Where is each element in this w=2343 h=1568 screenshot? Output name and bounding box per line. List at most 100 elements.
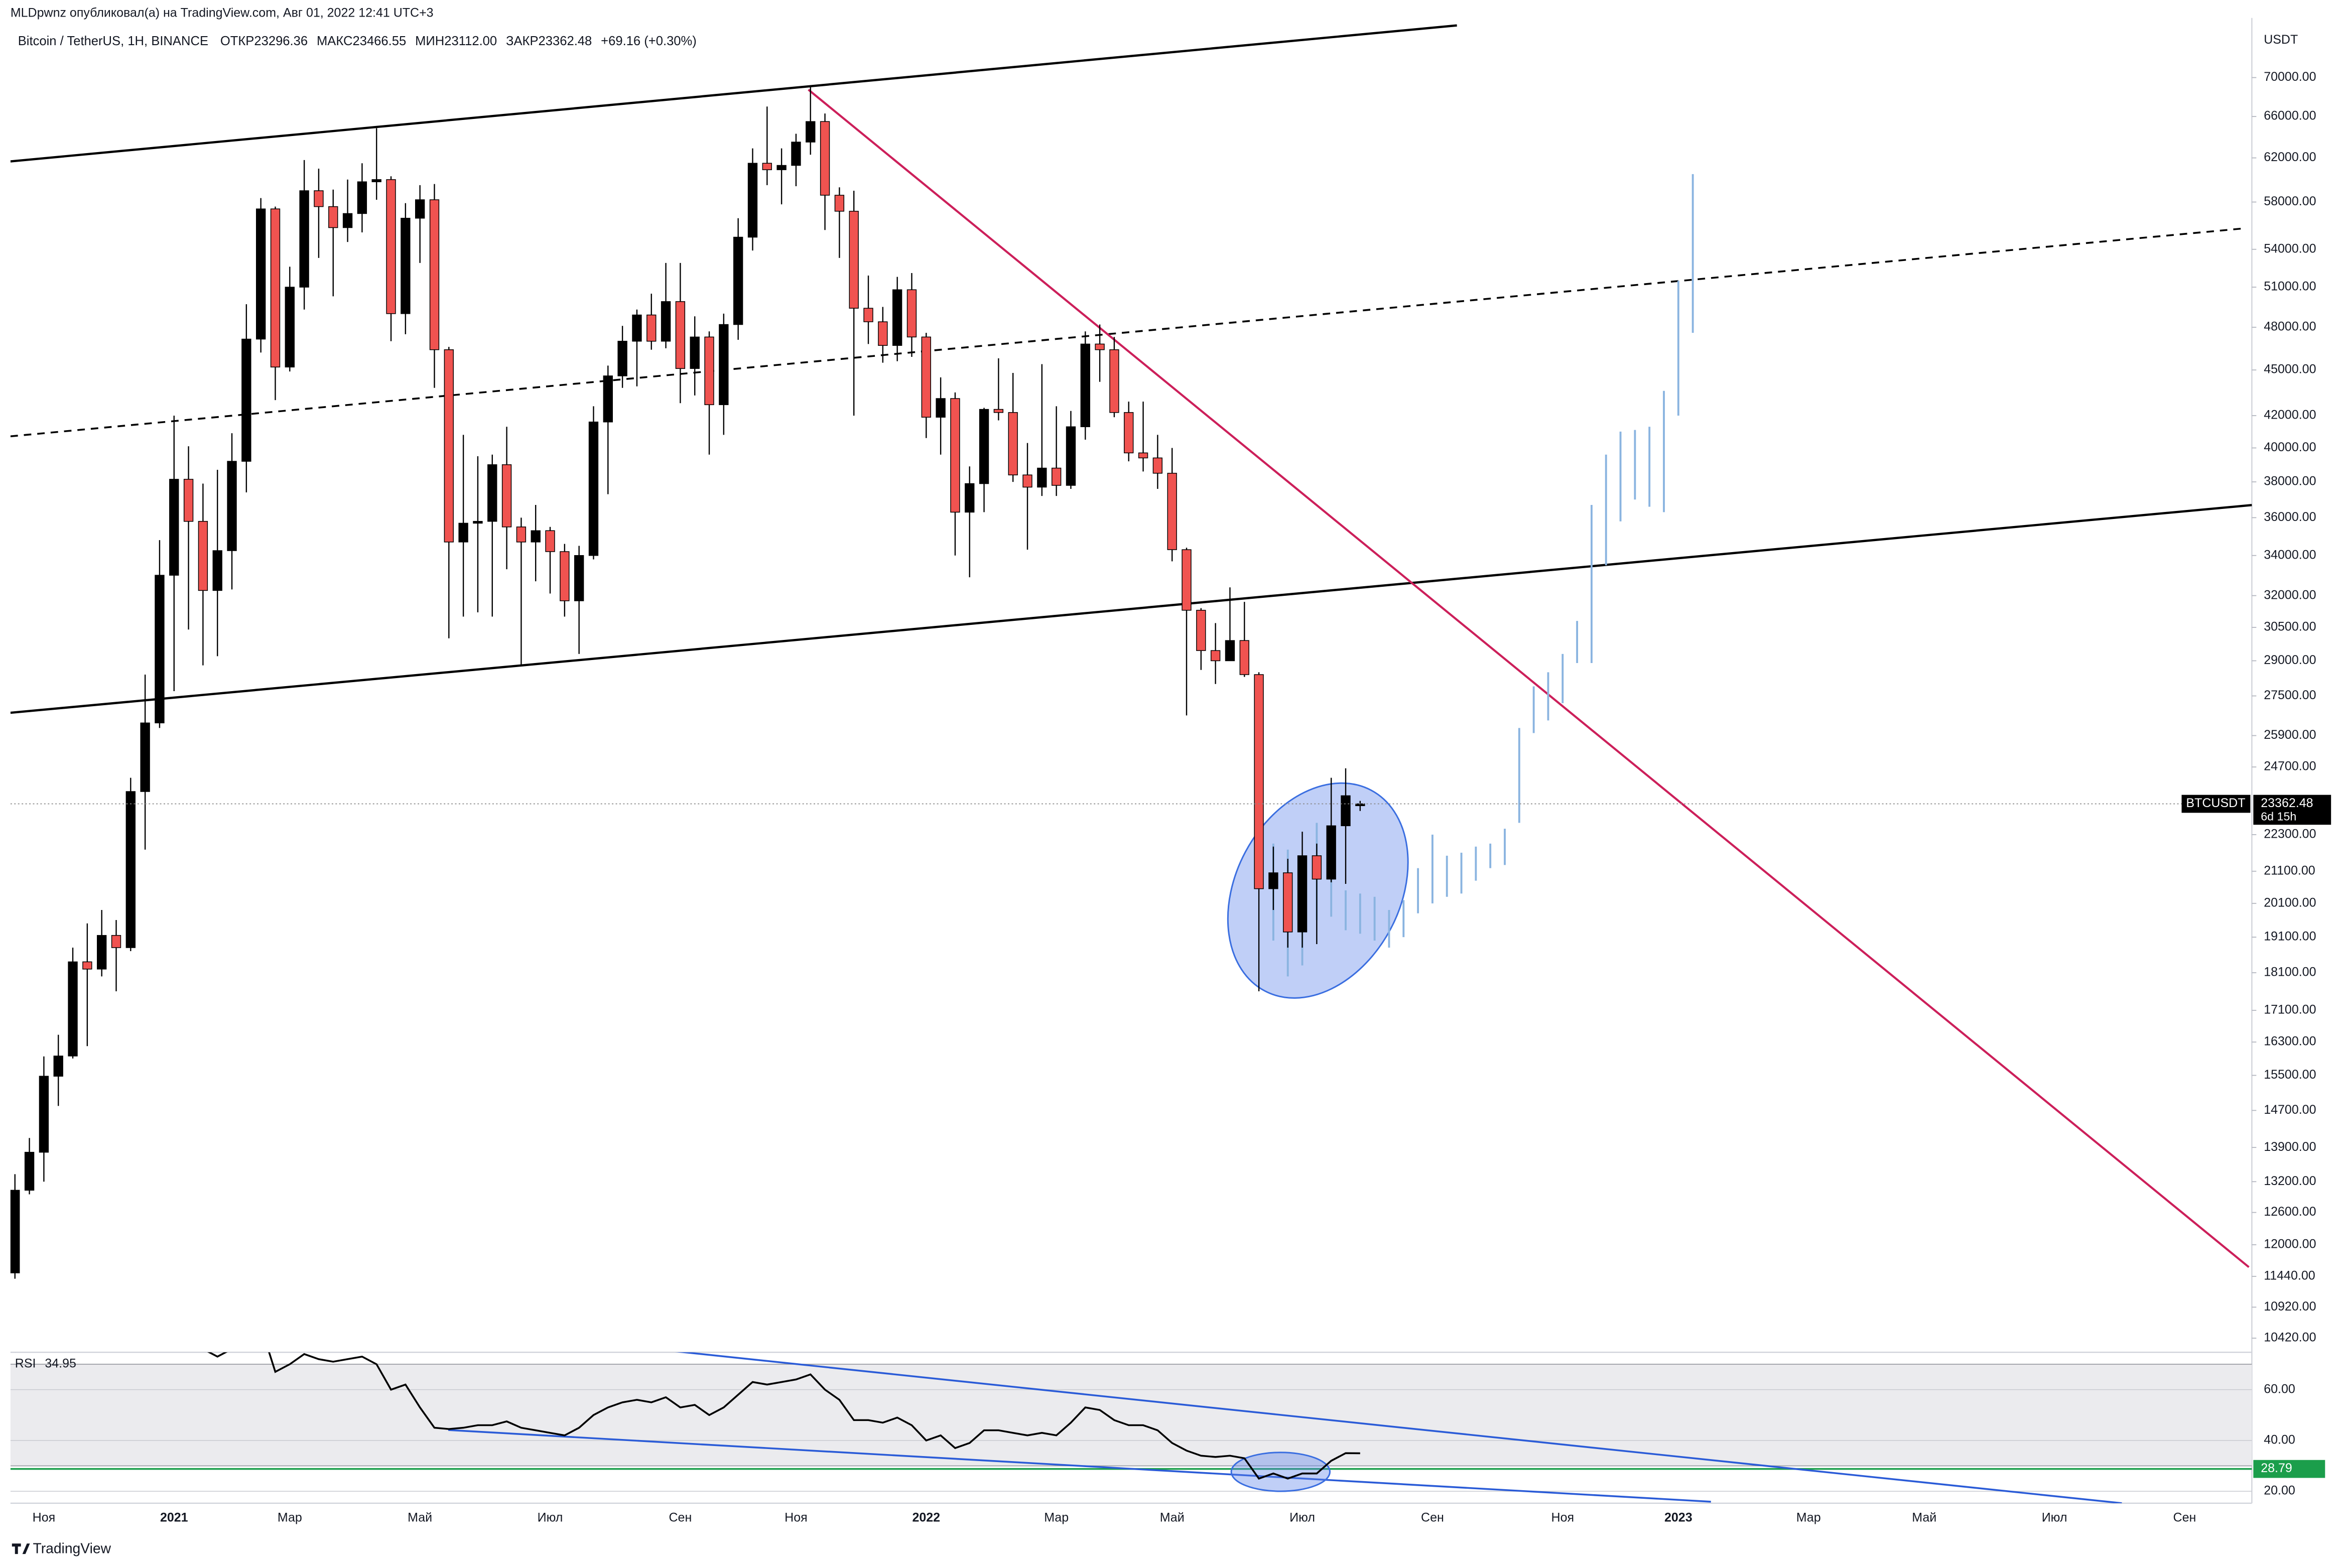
candle-body: [588, 421, 599, 556]
candle-body: [993, 409, 1004, 413]
y-tick-label: 34000.00: [2264, 548, 2316, 562]
x-tick-label: Ноя: [33, 1510, 56, 1524]
candle-body: [1109, 349, 1119, 413]
candle-body: [1022, 474, 1032, 488]
candle-body: [950, 398, 960, 513]
candle-body: [111, 935, 121, 948]
y-tick-label: 29000.00: [2264, 653, 2316, 667]
legend-field: ЗАКР: [506, 34, 539, 48]
candle-body: [762, 163, 772, 170]
x-tick-label: Ноя: [1551, 1510, 1575, 1524]
channel-top: [10, 24, 1457, 163]
y-tick-label: 22300.00: [2264, 827, 2316, 841]
x-tick-label: 2021: [160, 1510, 188, 1524]
candle-body: [357, 181, 367, 214]
price-label: 23362.48: [2261, 796, 2313, 810]
x-tick-label: Май: [408, 1510, 432, 1524]
y-tick-label: 45000.00: [2264, 362, 2316, 376]
y-tick-label: 54000.00: [2264, 241, 2316, 255]
candle-body: [1341, 795, 1351, 826]
candle-body: [415, 199, 425, 219]
candle-body: [328, 206, 338, 228]
candle-body: [892, 289, 902, 346]
y-tick-label: 15500.00: [2264, 1068, 2316, 1082]
candle-body: [212, 550, 222, 591]
y-tick-label: 51000.00: [2264, 280, 2316, 294]
brand: TradingView: [33, 1540, 111, 1556]
candle-body: [936, 398, 946, 418]
candle-body: [473, 520, 483, 524]
y-tick-label: 21100.00: [2264, 863, 2315, 877]
y-tick-label: 40000.00: [2264, 440, 2316, 454]
candle-body: [1138, 452, 1148, 459]
candle-body: [906, 289, 917, 338]
candle-body: [834, 195, 845, 212]
candle-body: [1037, 467, 1047, 488]
x-tick-label: Июл: [538, 1510, 563, 1524]
x-tick-label: Мар: [1044, 1510, 1069, 1524]
y-tick-label: 18100.00: [2264, 965, 2316, 979]
candle-body: [661, 301, 671, 342]
rsi-ellipse: [1230, 1452, 1331, 1492]
rsi-level-label: 28.79: [2261, 1461, 2292, 1475]
candle-body: [458, 522, 468, 543]
candle-body: [125, 791, 136, 948]
candle-body: [560, 551, 570, 601]
y-tick-label: 25900.00: [2264, 728, 2316, 742]
brand-logo: [12, 1543, 30, 1554]
author-line: MLDpwnz опубликовал(а) на TradingView.co…: [11, 6, 434, 20]
rsi-name: RSI: [15, 1357, 36, 1371]
y-tick-label: 13900.00: [2264, 1140, 2316, 1154]
candle-body: [545, 530, 555, 552]
candle-body: [820, 121, 830, 196]
legend: Bitcoin / TetherUS, 1H, BINANCE ОТКР 23296…: [18, 34, 697, 48]
candle-body: [444, 349, 454, 543]
candle-body: [1066, 426, 1076, 486]
candle-body: [227, 461, 237, 551]
candle-body: [39, 1076, 49, 1153]
y-tick-label: 42000.00: [2264, 408, 2316, 422]
y-tick-label: 12000.00: [2264, 1237, 2316, 1251]
rsi-trend-lower: [448, 1429, 1711, 1503]
candle-body: [1095, 343, 1105, 350]
candle-body: [632, 314, 642, 342]
candle-body: [1210, 650, 1221, 662]
candle-body: [1124, 412, 1134, 454]
y-tick-label: 14700.00: [2264, 1103, 2316, 1117]
candle-body: [965, 483, 975, 513]
y-tick-label: 48000.00: [2264, 320, 2316, 334]
y-tick-label: 13200.00: [2264, 1174, 2316, 1188]
candle-body: [849, 211, 859, 309]
x-tick-label: Сен: [669, 1510, 692, 1524]
candle-body: [241, 338, 251, 462]
x-tick-label: Май: [1912, 1510, 1936, 1524]
candle-body: [401, 217, 411, 314]
y-tick-label: 70000.00: [2264, 70, 2316, 84]
candle-body: [1182, 549, 1192, 611]
candle-body: [1008, 412, 1018, 476]
x-tick-label: Сен: [1421, 1510, 1444, 1524]
y-tick-label: 10920.00: [2264, 1299, 2316, 1314]
candle-body: [24, 1151, 35, 1191]
y-tick-label: 36000.00: [2264, 510, 2316, 524]
candle-body: [255, 208, 266, 340]
y-tick-label: 12600.00: [2264, 1205, 2316, 1219]
y-tick-label: 32000.00: [2264, 588, 2316, 602]
legend-field: МАКС: [317, 34, 353, 48]
candle-body: [516, 527, 527, 543]
candle-body: [342, 213, 353, 228]
candle-body: [603, 375, 613, 423]
candle-body: [97, 935, 107, 970]
y-tick-label: 66000.00: [2264, 109, 2316, 123]
symbol-box: [2181, 795, 2251, 813]
price-box: [2253, 795, 2331, 825]
legend-value: 23362.48: [539, 34, 592, 48]
legend-value: 23112.00: [444, 34, 497, 48]
candle-body: [776, 165, 787, 170]
candle-body: [675, 301, 686, 369]
axes: 70000.00 66000.00 62000.00 58000.00 54000.00…: [15, 70, 2331, 1524]
channel-mid: [10, 227, 2242, 438]
